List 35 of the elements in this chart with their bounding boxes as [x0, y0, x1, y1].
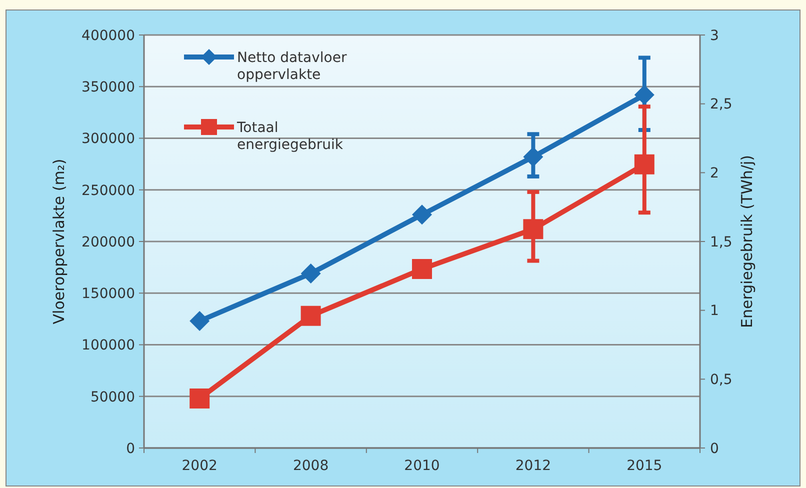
y2-tick-label: 3 — [710, 28, 719, 44]
y-tick-label: 150000 — [82, 286, 135, 302]
y2-tick-label: 1 — [710, 303, 719, 320]
legend-label: Netto datavloer oppervlakte — [237, 50, 347, 83]
x-tick-label: 2012 — [515, 458, 552, 474]
point — [412, 204, 432, 225]
point — [634, 84, 654, 105]
point — [190, 388, 210, 408]
y2-tick-label: 1,5 — [710, 234, 732, 250]
y-tick-label: 0 — [126, 440, 135, 457]
x-tick-label: 2002 — [182, 458, 218, 474]
y2-tick-label: 2,5 — [710, 96, 732, 113]
y-tick-label: 300000 — [82, 131, 135, 148]
y-axis-title: Vloeroppervlakte (m₂) — [50, 158, 68, 324]
y2-tick-label: 0 — [710, 440, 719, 457]
point — [412, 259, 432, 280]
point — [190, 311, 210, 332]
x-tick-label: 2015 — [626, 458, 662, 474]
point — [634, 154, 654, 174]
point — [300, 264, 321, 284]
y2-axis-title: Energiegebruik (TWh/j) — [738, 154, 756, 328]
point — [300, 306, 321, 326]
point — [523, 219, 544, 240]
y-tick-label: 200000 — [82, 234, 135, 250]
point — [523, 146, 544, 167]
y-tick-label: 100000 — [82, 338, 135, 354]
y2-tick-label: 2 — [710, 166, 719, 182]
legend-label: Totaal energiegebruik — [236, 120, 344, 153]
y-tick-label: 50000 — [90, 389, 135, 406]
y-tick-label: 350000 — [82, 80, 135, 96]
y2-tick-label: 0,5 — [710, 372, 732, 388]
y-tick-label: 250000 — [82, 182, 135, 199]
y-tick-label: 400000 — [82, 28, 135, 44]
x-tick-label: 2008 — [292, 458, 329, 474]
x-tick-label: 2010 — [404, 458, 440, 474]
